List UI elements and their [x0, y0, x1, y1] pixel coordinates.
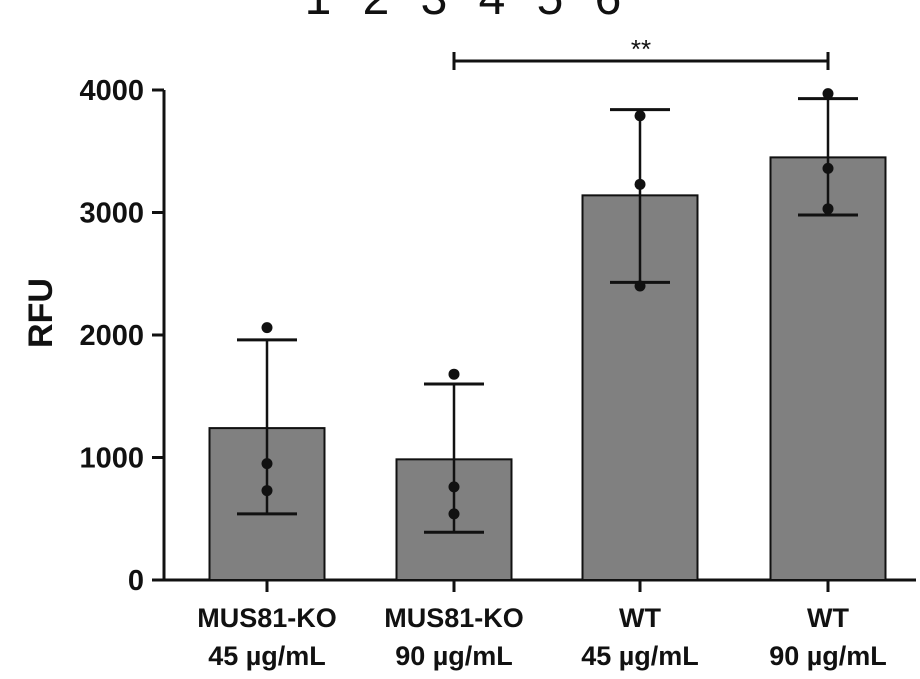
y-tick-label: 3000	[79, 198, 144, 230]
y-tick-label: 4000	[79, 75, 144, 107]
data-point	[448, 481, 460, 493]
y-tick-label: 2000	[79, 320, 144, 352]
top-glyph: 4	[479, 0, 506, 25]
x-category-label: 45 µg/mL	[208, 641, 326, 671]
bars	[208, 156, 887, 581]
data-point	[261, 485, 273, 497]
data-point	[822, 162, 834, 174]
x-category-label: WT	[619, 603, 661, 633]
x-category-label: MUS81-KO	[197, 603, 337, 633]
y-axis-label: RFU	[22, 278, 60, 348]
x-category-label: MUS81-KO	[384, 603, 524, 633]
top-glyph: 5	[537, 0, 564, 25]
x-category-label: 90 µg/mL	[769, 641, 887, 671]
x-category-label: WT	[807, 603, 849, 633]
x-category-label: 90 µg/mL	[395, 641, 513, 671]
data-point	[634, 178, 646, 190]
data-point	[822, 203, 834, 215]
data-points	[261, 88, 834, 520]
top-glyph: 6	[595, 0, 622, 25]
bar	[769, 156, 887, 581]
x-category-label: 45 µg/mL	[581, 641, 699, 671]
y-tick-label: 1000	[79, 443, 144, 475]
significance-bracket: **	[452, 34, 830, 70]
data-point	[634, 110, 646, 122]
significance-label: **	[631, 34, 651, 64]
data-point	[261, 322, 273, 334]
top-glyph: 3	[421, 0, 448, 25]
data-point	[448, 508, 460, 520]
y-tick-label: 0	[128, 565, 144, 597]
top-glyph: 2	[363, 0, 390, 25]
data-point	[634, 280, 646, 292]
data-point	[448, 368, 460, 380]
data-point	[261, 458, 273, 470]
y-axis: 0 1000 2000 3000 4000	[79, 75, 166, 597]
error-bars	[237, 97, 858, 534]
data-point	[822, 88, 834, 100]
top-cropped-glyphs: 1 2 3 4 5 6	[305, 0, 622, 25]
top-glyph: 1	[305, 0, 332, 25]
x-axis: MUS81-KO 45 µg/mL MUS81-KO 90 µg/mL WT 45 µg/…	[162, 578, 916, 671]
